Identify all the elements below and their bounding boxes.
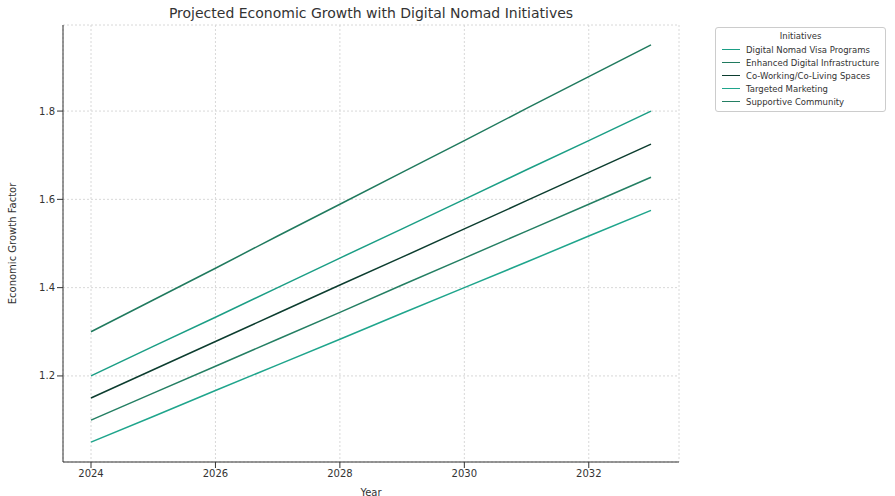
svg-text:2030: 2030	[452, 468, 477, 479]
html-text:Projected Economic Growth with: Projected Economic Growth with Digital N…	[168, 5, 574, 21]
svg-text:1.8: 1.8	[39, 106, 55, 117]
svg-text:2032: 2032	[576, 468, 601, 479]
html-text:Targeted Marketing: Targeted Marketing	[746, 83, 828, 94]
svg-text:1.4: 1.4	[39, 282, 55, 293]
svg-text:1.6: 1.6	[39, 194, 55, 205]
html-text:Enhanced Digital Infrastructur: Enhanced Digital Infrastructure	[746, 57, 880, 68]
svg-text:Year: Year	[359, 487, 382, 496]
svg-text:2026: 2026	[203, 468, 228, 479]
html-text:Initiatives: Initiatives	[779, 31, 822, 41]
html-text:Co-Working/Co-Living Spaces: Co-Working/Co-Living Spaces	[746, 70, 871, 81]
svg-text:Economic Growth Factor: Economic Growth Factor	[8, 182, 18, 304]
html-text:Supportive Community: Supportive Community	[746, 96, 845, 107]
svg-text:1.2: 1.2	[39, 370, 55, 381]
svg-text:2028: 2028	[327, 468, 352, 479]
svg-text:2024: 2024	[78, 468, 103, 479]
html-text:Digital Nomad Visa Programs: Digital Nomad Visa Programs	[746, 44, 870, 55]
